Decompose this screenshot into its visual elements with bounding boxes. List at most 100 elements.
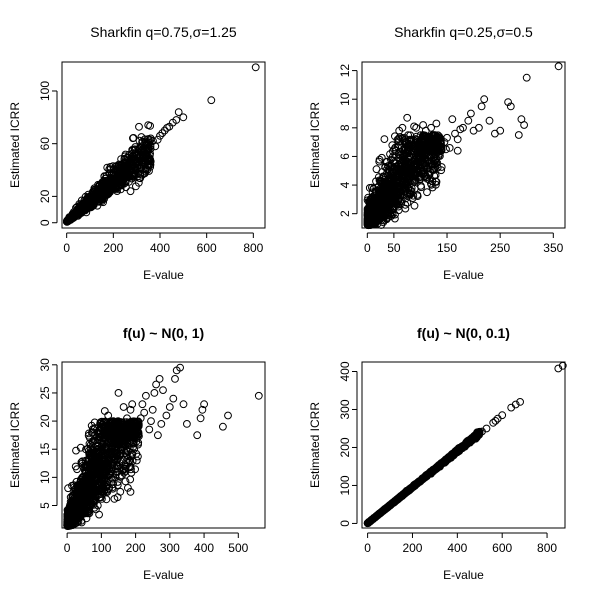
data-point bbox=[453, 146, 462, 155]
data-point bbox=[154, 431, 162, 440]
x-axis-label: E-value bbox=[443, 568, 484, 582]
x-tick-label: 800 bbox=[243, 241, 263, 255]
x-tick-label: 0 bbox=[364, 541, 371, 555]
data-point bbox=[469, 126, 478, 135]
data-point bbox=[224, 411, 232, 420]
data-point bbox=[440, 138, 449, 147]
chart-title: f(u) ~ N(0, 1) bbox=[123, 325, 204, 341]
data-point bbox=[155, 375, 164, 383]
data-point bbox=[219, 422, 227, 431]
chart-title: Sharkfin q=0.25,σ=0.5 bbox=[394, 24, 533, 40]
data-point bbox=[388, 141, 397, 150]
data-point bbox=[136, 163, 145, 172]
data-point bbox=[477, 102, 486, 111]
data-point bbox=[103, 464, 111, 473]
data-point bbox=[79, 500, 88, 509]
data-point bbox=[157, 420, 166, 428]
data-point bbox=[145, 167, 153, 175]
scatter-points bbox=[363, 62, 563, 230]
data-point bbox=[420, 135, 429, 144]
data-point bbox=[87, 477, 96, 486]
y-tick-label: 200 bbox=[338, 437, 352, 457]
data-point bbox=[131, 465, 140, 474]
x-tick-label: 150 bbox=[437, 241, 457, 255]
data-point bbox=[403, 199, 412, 207]
data-point bbox=[94, 188, 103, 196]
data-point bbox=[132, 182, 140, 191]
data-point bbox=[437, 166, 446, 175]
data-point bbox=[200, 400, 209, 409]
y-tick-label: 0 bbox=[338, 520, 352, 527]
data-point bbox=[144, 153, 153, 162]
data-point bbox=[100, 407, 109, 415]
scatter-points bbox=[63, 63, 260, 226]
data-point bbox=[90, 485, 99, 494]
data-point bbox=[193, 431, 202, 440]
data-point bbox=[83, 199, 92, 208]
data-point bbox=[406, 160, 415, 168]
data-point bbox=[121, 477, 130, 486]
data-point bbox=[410, 122, 419, 131]
data-point bbox=[434, 143, 443, 152]
data-point bbox=[124, 172, 133, 181]
x-tick-label: 0 bbox=[63, 241, 70, 255]
data-point bbox=[73, 504, 82, 513]
data-point bbox=[113, 172, 121, 180]
data-point bbox=[121, 163, 130, 171]
data-point bbox=[126, 488, 135, 496]
data-point bbox=[411, 135, 420, 144]
data-point bbox=[93, 448, 102, 457]
data-point bbox=[102, 495, 111, 504]
data-point bbox=[77, 480, 86, 489]
data-point bbox=[75, 205, 84, 214]
data-point bbox=[391, 166, 400, 175]
x-tick-label: 200 bbox=[126, 541, 146, 555]
x-tick-label: 400 bbox=[150, 241, 170, 255]
data-point bbox=[403, 113, 412, 122]
data-point bbox=[385, 167, 394, 176]
data-point bbox=[100, 172, 109, 181]
data-point bbox=[432, 154, 441, 163]
x-tick-label: 600 bbox=[197, 241, 217, 255]
data-point bbox=[116, 456, 125, 465]
data-point bbox=[111, 174, 119, 183]
data-point bbox=[108, 483, 117, 492]
data-point bbox=[382, 158, 391, 167]
y-tick-label: 30 bbox=[38, 358, 52, 372]
x-tick-label: 350 bbox=[543, 241, 563, 255]
data-point bbox=[179, 400, 188, 409]
data-point bbox=[443, 133, 451, 142]
data-point bbox=[85, 199, 94, 208]
data-point bbox=[73, 482, 82, 491]
data-point bbox=[72, 446, 80, 455]
data-point bbox=[70, 211, 78, 220]
data-point bbox=[385, 186, 394, 195]
data-point bbox=[375, 155, 384, 164]
data-point bbox=[63, 217, 71, 226]
data-point bbox=[98, 485, 106, 493]
y-tick-label: 20 bbox=[38, 189, 52, 203]
data-point bbox=[207, 96, 216, 105]
x-tick-label: 400 bbox=[447, 541, 467, 555]
x-axis-label: E-value bbox=[443, 268, 484, 282]
data-point bbox=[85, 451, 94, 460]
data-point bbox=[514, 131, 523, 139]
data-point bbox=[156, 131, 164, 140]
data-point bbox=[464, 116, 473, 125]
data-point bbox=[554, 62, 563, 71]
data-point bbox=[74, 493, 83, 502]
data-point bbox=[151, 142, 160, 151]
data-point bbox=[404, 131, 413, 140]
y-tick-label: 2 bbox=[338, 210, 352, 217]
data-point bbox=[398, 181, 407, 189]
data-point bbox=[146, 157, 155, 166]
x-tick-label: 400 bbox=[194, 541, 214, 555]
data-point bbox=[126, 405, 135, 414]
data-point bbox=[437, 163, 446, 171]
y-tick-label: 4 bbox=[338, 181, 352, 188]
data-point bbox=[381, 187, 390, 196]
data-point bbox=[85, 429, 93, 438]
scatter-points bbox=[363, 361, 567, 528]
